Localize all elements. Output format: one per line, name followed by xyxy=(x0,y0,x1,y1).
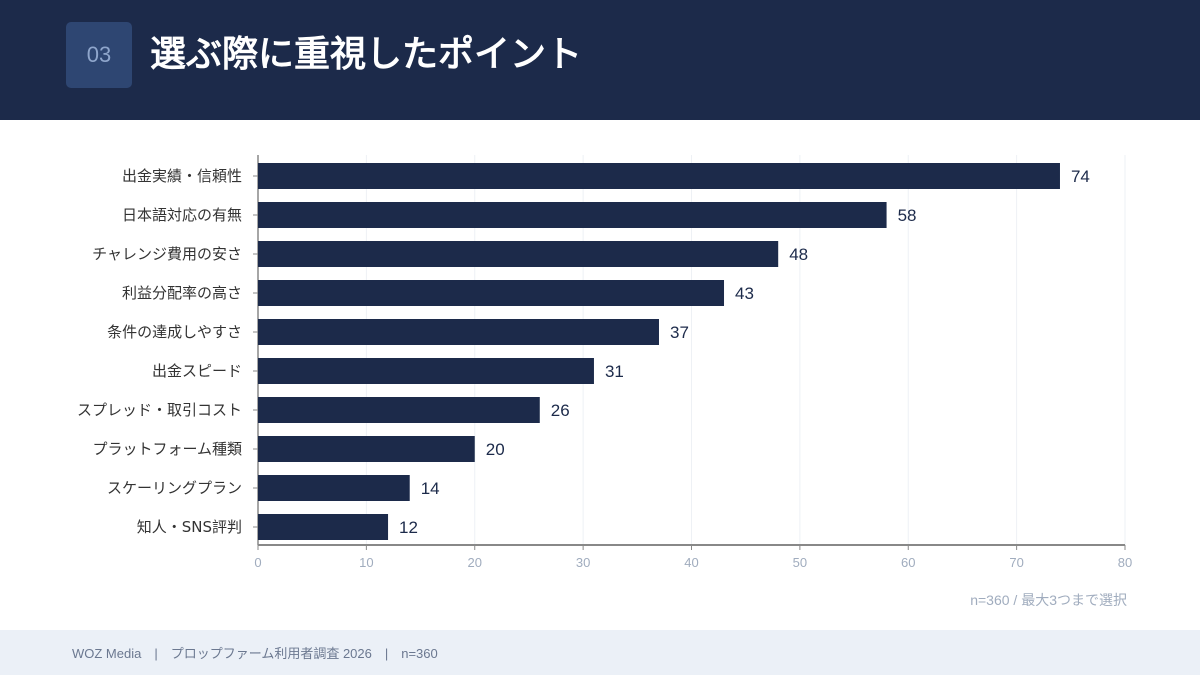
header: 03 選ぶ際に重視したポイント xyxy=(0,0,1200,120)
x-tick-label: 80 xyxy=(1118,555,1132,570)
category-label: 出金スピード xyxy=(152,362,242,380)
bar xyxy=(258,241,779,267)
x-tick-label: 50 xyxy=(793,555,807,570)
category-label: 出金実績・信頼性 xyxy=(122,167,242,185)
data-label: 74 xyxy=(1071,167,1090,186)
data-label: 43 xyxy=(735,284,754,303)
data-label: 31 xyxy=(605,362,624,381)
bar xyxy=(258,358,594,384)
chart-note: n=360 / 最大3つまで選択 xyxy=(970,592,1127,608)
bar xyxy=(258,202,887,228)
category-label: スプレッド・取引コスト xyxy=(77,401,242,419)
category-label: プラットフォーム種類 xyxy=(92,440,242,458)
x-tick-label: 60 xyxy=(901,555,915,570)
data-label: 26 xyxy=(551,401,570,420)
category-label: 知人・SNS評判 xyxy=(137,518,242,536)
category-label: スケーリングプラン xyxy=(107,479,242,497)
bar xyxy=(258,514,389,540)
data-label: 58 xyxy=(898,206,917,225)
bar xyxy=(258,397,540,423)
bar xyxy=(258,280,725,306)
data-label: 37 xyxy=(670,323,689,342)
bar-chart: 0 10 20 30 40 50 60 70 80 出金実績・信頼性 74 日本語対応の有無 58 チャレ… xyxy=(77,155,1132,570)
x-tick-label: 30 xyxy=(576,555,590,570)
page-title: 選ぶ際に重視したポイント xyxy=(150,34,583,75)
bar xyxy=(258,319,659,345)
data-label: 48 xyxy=(789,245,808,264)
footer-text: WOZ Media | プロップファーム利用者調査 2026 | n=360 xyxy=(72,646,438,661)
bar xyxy=(258,436,475,462)
x-tick-label: 40 xyxy=(684,555,698,570)
section-number-badge: 03 xyxy=(66,22,132,88)
category-label: 日本語対応の有無 xyxy=(122,206,242,224)
footer: WOZ Media | プロップファーム利用者調査 2026 | n=360 xyxy=(0,630,1200,675)
bar xyxy=(258,163,1060,189)
data-label: 20 xyxy=(486,440,505,459)
x-tick-label: 20 xyxy=(468,555,482,570)
category-label: チャレンジ費用の安さ xyxy=(92,245,242,263)
x-tick-label: 70 xyxy=(1009,555,1023,570)
data-label: 14 xyxy=(421,479,440,498)
data-label: 12 xyxy=(399,518,418,537)
category-label: 条件の達成しやすさ xyxy=(107,323,242,341)
x-tick-label: 0 xyxy=(254,555,261,570)
category-label: 利益分配率の高さ xyxy=(122,284,242,302)
x-tick-label: 10 xyxy=(359,555,373,570)
bar xyxy=(258,475,410,501)
